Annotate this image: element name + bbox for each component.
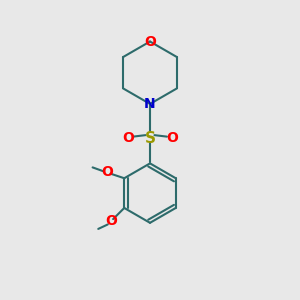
Text: O: O	[167, 131, 178, 145]
Text: N: N	[144, 97, 156, 111]
Text: O: O	[101, 165, 113, 179]
Text: O: O	[144, 34, 156, 49]
Text: O: O	[122, 131, 134, 145]
Text: O: O	[105, 214, 117, 229]
Text: S: S	[145, 130, 155, 146]
